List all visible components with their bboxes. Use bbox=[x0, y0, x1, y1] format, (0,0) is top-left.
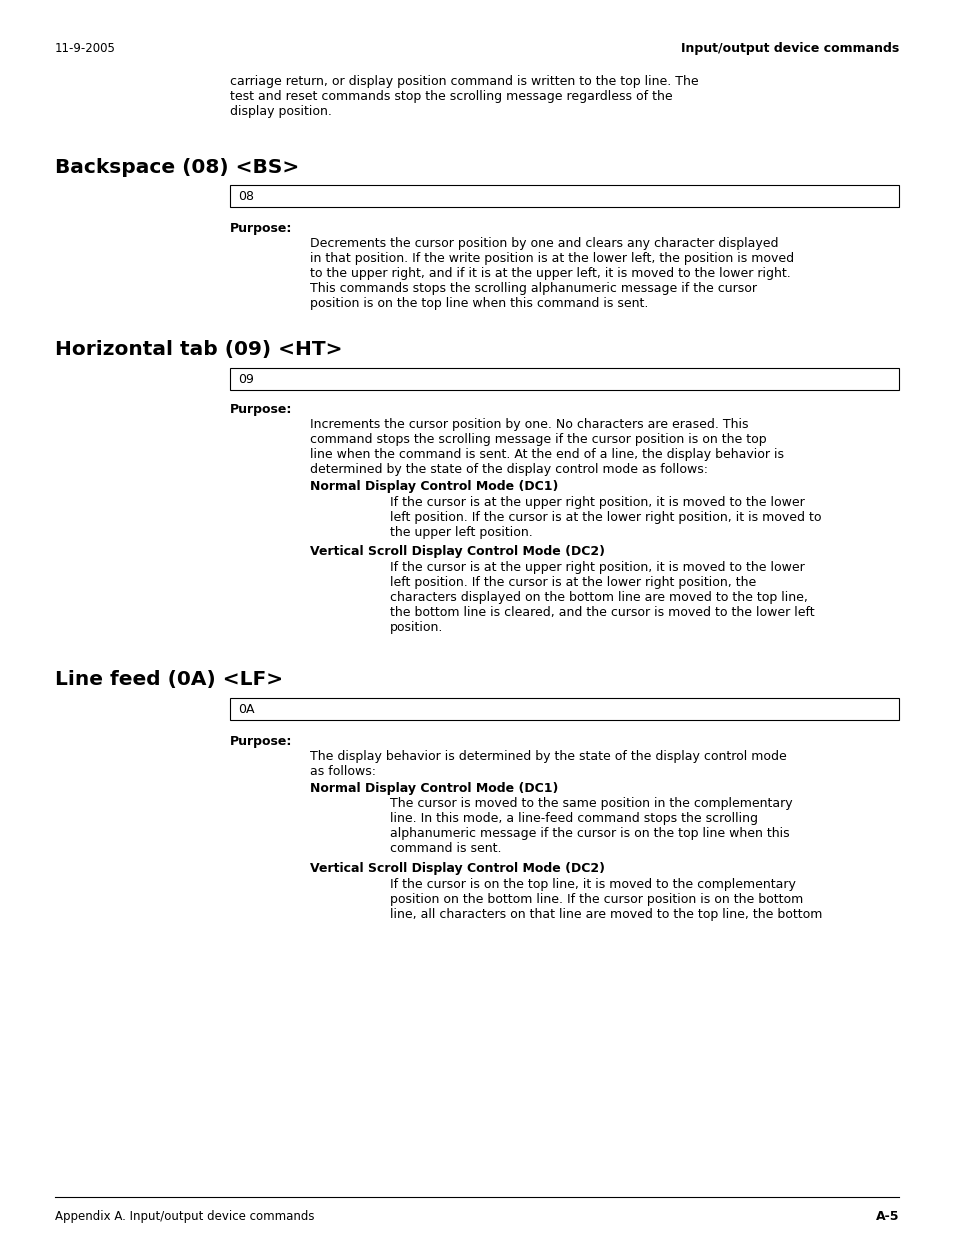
Text: line, all characters on that line are moved to the top line, the bottom: line, all characters on that line are mo… bbox=[390, 908, 821, 921]
Text: line when the command is sent. At the end of a line, the display behavior is: line when the command is sent. At the en… bbox=[310, 448, 783, 461]
Text: carriage return, or display position command is written to the top line. The: carriage return, or display position com… bbox=[230, 75, 698, 88]
Text: Backspace (08) <BS>: Backspace (08) <BS> bbox=[55, 158, 299, 177]
Text: Increments the cursor position by one. No characters are erased. This: Increments the cursor position by one. N… bbox=[310, 417, 748, 431]
Text: The cursor is moved to the same position in the complementary: The cursor is moved to the same position… bbox=[390, 797, 792, 810]
Text: Decrements the cursor position by one and clears any character displayed: Decrements the cursor position by one an… bbox=[310, 237, 778, 249]
Text: test and reset commands stop the scrolling message regardless of the: test and reset commands stop the scrolli… bbox=[230, 90, 672, 103]
Text: Vertical Scroll Display Control Mode (DC2): Vertical Scroll Display Control Mode (DC… bbox=[310, 545, 604, 558]
Text: 11-9-2005: 11-9-2005 bbox=[55, 42, 115, 56]
Text: A-5: A-5 bbox=[875, 1210, 898, 1223]
Text: in that position. If the write position is at the lower left, the position is mo: in that position. If the write position … bbox=[310, 252, 793, 266]
Text: If the cursor is on the top line, it is moved to the complementary: If the cursor is on the top line, it is … bbox=[390, 878, 795, 890]
Text: left position. If the cursor is at the lower right position, it is moved to: left position. If the cursor is at the l… bbox=[390, 511, 821, 524]
Text: determined by the state of the display control mode as follows:: determined by the state of the display c… bbox=[310, 463, 707, 475]
Text: If the cursor is at the upper right position, it is moved to the lower: If the cursor is at the upper right posi… bbox=[390, 561, 804, 574]
Text: Purpose:: Purpose: bbox=[230, 222, 292, 235]
Text: left position. If the cursor is at the lower right position, the: left position. If the cursor is at the l… bbox=[390, 576, 756, 589]
Text: If the cursor is at the upper right position, it is moved to the lower: If the cursor is at the upper right posi… bbox=[390, 496, 804, 509]
Text: The display behavior is determined by the state of the display control mode: The display behavior is determined by th… bbox=[310, 750, 786, 763]
Text: to the upper right, and if it is at the upper left, it is moved to the lower rig: to the upper right, and if it is at the … bbox=[310, 267, 790, 280]
Text: position on the bottom line. If the cursor position is on the bottom: position on the bottom line. If the curs… bbox=[390, 893, 802, 906]
Text: command is sent.: command is sent. bbox=[390, 842, 501, 855]
Text: Input/output device commands: Input/output device commands bbox=[680, 42, 898, 56]
Text: Normal Display Control Mode (DC1): Normal Display Control Mode (DC1) bbox=[310, 480, 558, 493]
Text: 0A: 0A bbox=[237, 703, 254, 716]
Text: the upper left position.: the upper left position. bbox=[390, 526, 532, 538]
Text: display position.: display position. bbox=[230, 105, 332, 119]
Bar bbox=[230, 368, 898, 390]
Text: position.: position. bbox=[390, 621, 443, 634]
Text: Purpose:: Purpose: bbox=[230, 735, 292, 748]
Text: characters displayed on the bottom line are moved to the top line,: characters displayed on the bottom line … bbox=[390, 592, 807, 604]
Text: 09: 09 bbox=[237, 373, 253, 387]
Text: This commands stops the scrolling alphanumeric message if the cursor: This commands stops the scrolling alphan… bbox=[310, 282, 757, 295]
Text: alphanumeric message if the cursor is on the top line when this: alphanumeric message if the cursor is on… bbox=[390, 827, 789, 840]
Text: command stops the scrolling message if the cursor position is on the top: command stops the scrolling message if t… bbox=[310, 433, 766, 446]
Text: Line feed (0A) <LF>: Line feed (0A) <LF> bbox=[55, 671, 283, 689]
Text: position is on the top line when this command is sent.: position is on the top line when this co… bbox=[310, 296, 648, 310]
Text: 08: 08 bbox=[237, 190, 253, 203]
Text: line. In this mode, a line-feed command stops the scrolling: line. In this mode, a line-feed command … bbox=[390, 811, 758, 825]
Text: Normal Display Control Mode (DC1): Normal Display Control Mode (DC1) bbox=[310, 782, 558, 795]
Text: Vertical Scroll Display Control Mode (DC2): Vertical Scroll Display Control Mode (DC… bbox=[310, 862, 604, 876]
Text: the bottom line is cleared, and the cursor is moved to the lower left: the bottom line is cleared, and the curs… bbox=[390, 606, 814, 619]
Bar bbox=[230, 185, 898, 207]
Text: Purpose:: Purpose: bbox=[230, 403, 292, 416]
Text: Appendix A. Input/output device commands: Appendix A. Input/output device commands bbox=[55, 1210, 314, 1223]
Text: as follows:: as follows: bbox=[310, 764, 375, 778]
Text: Horizontal tab (09) <HT>: Horizontal tab (09) <HT> bbox=[55, 340, 342, 359]
Bar bbox=[230, 698, 898, 720]
